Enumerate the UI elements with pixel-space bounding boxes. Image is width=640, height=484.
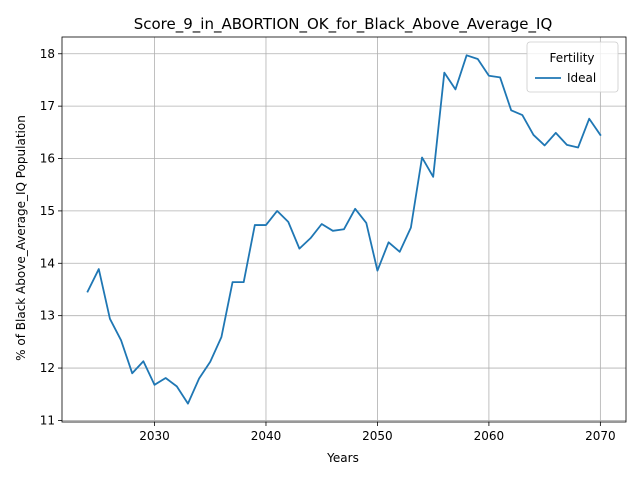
y-tick: 16 — [40, 152, 62, 166]
x-axis-label: Years — [326, 451, 359, 465]
x-tick: 2050 — [362, 422, 393, 443]
y-tick-label: 13 — [40, 309, 55, 323]
y-tick-label: 14 — [40, 256, 55, 270]
y-tick-label: 16 — [40, 152, 55, 166]
plot-area — [61, 36, 627, 423]
y-tick: 15 — [40, 204, 62, 218]
x-tick-label: 2050 — [362, 429, 393, 443]
x-tick-label: 2060 — [474, 429, 505, 443]
y-tick: 13 — [40, 309, 62, 323]
y-tick-label: 18 — [40, 47, 55, 61]
y-tick-label: 12 — [40, 361, 55, 375]
y-tick: 18 — [40, 47, 62, 61]
y-axis-ticks: 11 12 13 14 15 16 17 18 — [40, 47, 62, 427]
y-tick: 17 — [40, 99, 62, 113]
x-tick: 2040 — [251, 422, 282, 443]
legend-label-ideal: Ideal — [567, 71, 596, 85]
series-line-ideal — [86, 54, 602, 405]
x-tick-label: 2030 — [139, 429, 170, 443]
grid-lines — [62, 37, 626, 422]
legend-box — [526, 41, 619, 93]
y-tick-label: 17 — [40, 99, 55, 113]
x-tick: 2060 — [474, 422, 505, 443]
x-axis-ticks: 2030 2040 2050 2060 2070 — [139, 422, 616, 443]
x-tick-label: 2040 — [251, 429, 282, 443]
chart-title: Score_9_in_ABORTION_OK_for_Black_Above_A… — [134, 15, 553, 34]
y-tick-label: 15 — [40, 204, 55, 218]
y-tick-label: 11 — [40, 413, 55, 427]
x-tick: 2030 — [139, 422, 170, 443]
y-tick: 11 — [40, 413, 62, 427]
y-tick: 14 — [40, 256, 62, 270]
series-layer — [86, 54, 602, 405]
x-tick: 2070 — [585, 422, 616, 443]
legend-title: Fertility — [549, 51, 594, 65]
x-tick-label: 2070 — [585, 429, 616, 443]
y-axis-label: % of Black Above_Average_IQ Population — [14, 115, 28, 361]
y-tick: 12 — [40, 361, 62, 375]
legend: Fertility Ideal — [526, 41, 619, 93]
